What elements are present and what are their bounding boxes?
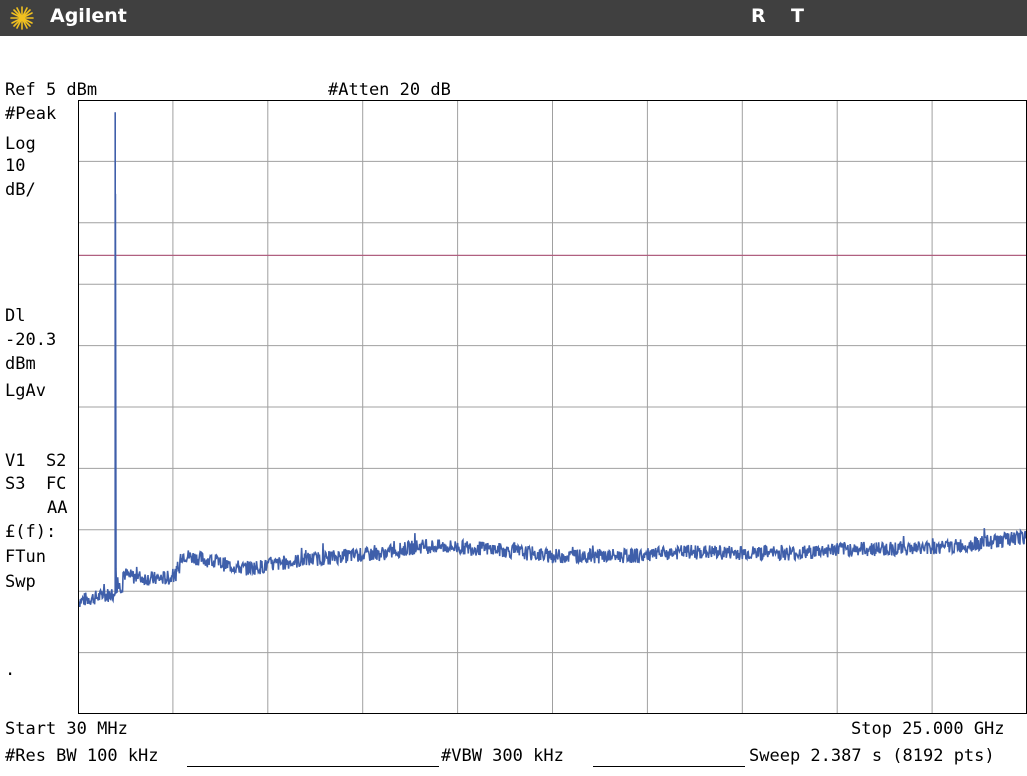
graticule-grid <box>78 100 1027 714</box>
title-bar: Agilent R T <box>0 0 1027 36</box>
resolution-bandwidth-label: #Res BW 100 kHz <box>5 746 159 766</box>
sweep-time-label: Sweep 2.387 s (8192 pts) <box>749 746 995 766</box>
dot-marker: . <box>5 660 16 680</box>
agilent-spark-icon <box>10 6 34 30</box>
trace-status-line-1: V1 S2 <box>5 451 67 471</box>
attenuation-label: #Atten 20 dB <box>328 80 451 100</box>
scale-unit-label: dB/ <box>5 180 36 200</box>
ftun-label: FTun <box>5 547 46 567</box>
status-r-indicator: R <box>751 5 766 27</box>
spectrum-display <box>78 100 1027 714</box>
display-line-value: -20.3 <box>5 330 57 350</box>
averaging-label: LgAv <box>5 381 46 401</box>
swp-label: Swp <box>5 572 36 592</box>
brand-name: Agilent <box>50 5 127 27</box>
scale-type-label: Log <box>5 134 36 154</box>
vbw-underline <box>593 766 745 767</box>
correction-label: £(f): <box>5 522 57 542</box>
spectrum-trace <box>78 112 1027 607</box>
start-frequency-label: Start 30 MHz <box>5 719 128 739</box>
detector-label: #Peak <box>5 104 57 124</box>
scale-value-label: 10 <box>5 156 26 176</box>
stop-frequency-label: Stop 25.000 GHz <box>851 719 1005 739</box>
trace-status-line-3: AA <box>47 498 68 518</box>
ref-level-label: Ref 5 dBm <box>5 80 98 100</box>
display-line-label: Dl <box>5 306 26 326</box>
rbw-underline <box>187 766 439 767</box>
status-t-indicator: T <box>791 5 804 27</box>
video-bandwidth-label: #VBW 300 kHz <box>441 746 564 766</box>
trace-status-line-2: S3 FC <box>5 474 67 494</box>
display-line-unit: dBm <box>5 354 36 374</box>
